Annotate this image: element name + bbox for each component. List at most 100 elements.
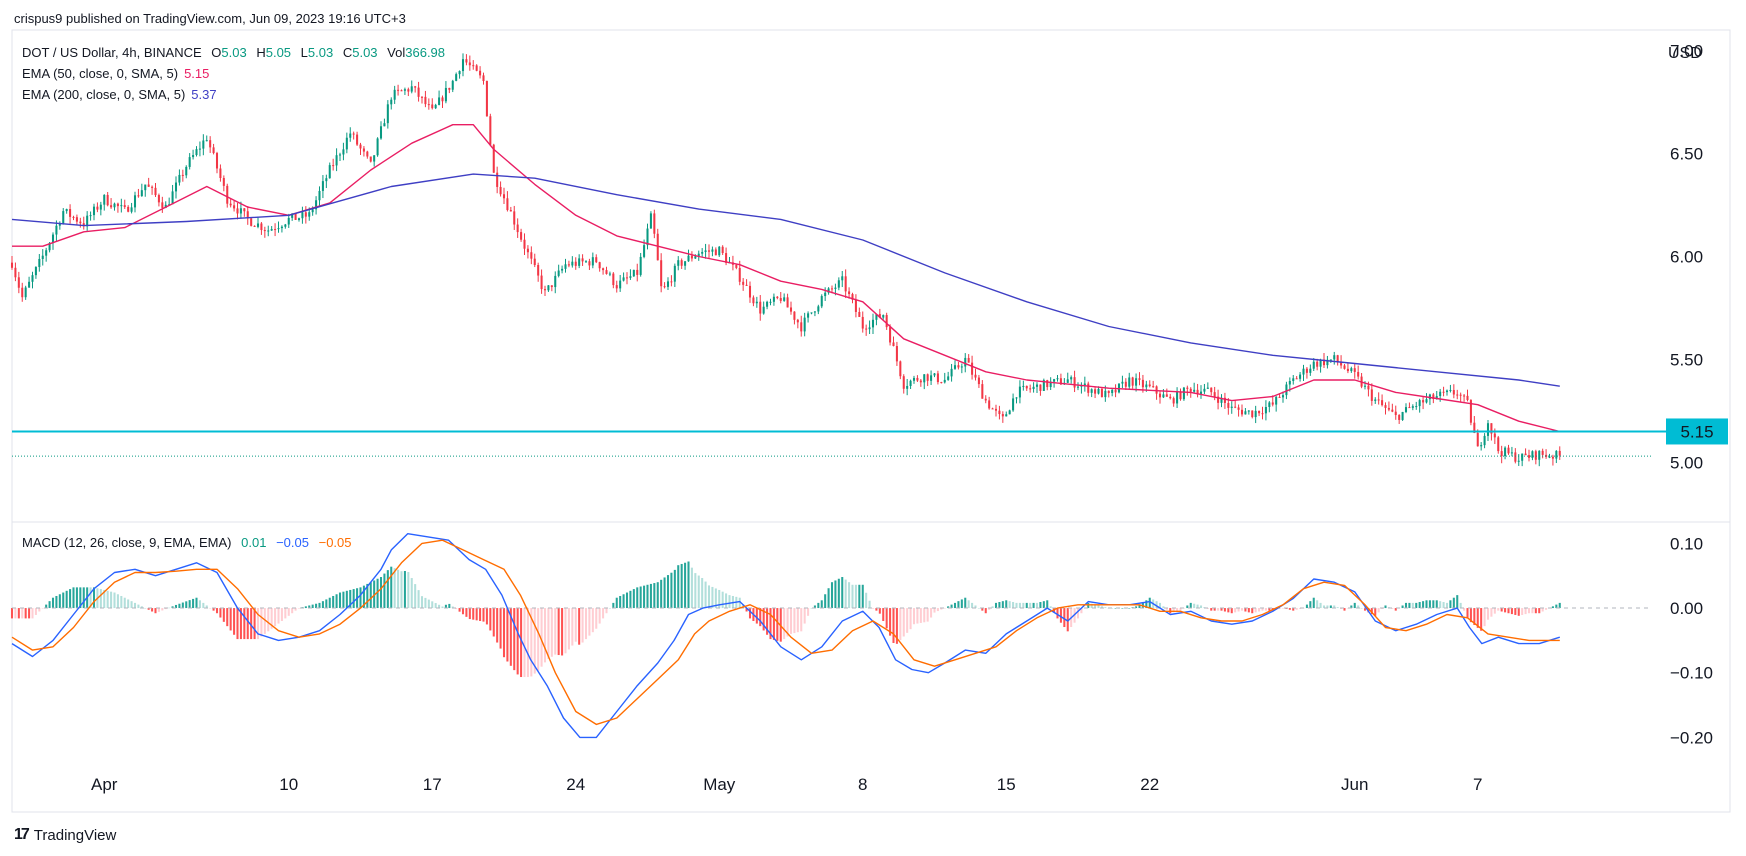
candle-body [1090, 389, 1093, 393]
candle-body [957, 365, 960, 368]
candle-body [848, 291, 851, 295]
macd-hist-bar [909, 608, 912, 630]
macd-hist-bar [953, 602, 957, 609]
macd-hist-bar [1459, 602, 1462, 609]
candle-body [103, 194, 106, 205]
candle-body [1374, 399, 1377, 401]
candle-body [748, 285, 752, 298]
macd-hist-bar [1452, 597, 1455, 609]
macd-hist-bar [1080, 608, 1083, 614]
macd-hist-bar [475, 608, 478, 621]
macd-hist-bar [1394, 608, 1397, 611]
macd-tick-label: −0.20 [1670, 728, 1713, 747]
macd-hist-bar [1428, 600, 1431, 609]
candle-body [513, 211, 516, 225]
macd-hist-bar [325, 599, 328, 609]
candle-body [294, 213, 297, 220]
macd-hist-bar [1022, 602, 1025, 609]
candle-body [608, 273, 611, 275]
macd-hist-bar [687, 561, 690, 609]
macd-hist-bar [605, 608, 608, 614]
macd-hist-bar [1357, 605, 1360, 609]
candle-body [482, 75, 485, 82]
candle-body [779, 298, 782, 301]
macd-hist-bar [328, 597, 331, 609]
macd-hist-bar [1377, 608, 1380, 613]
macd-hist-bar [410, 578, 413, 609]
candle-body [1056, 378, 1059, 380]
candle-body [304, 212, 307, 217]
macd-hist-bar [677, 565, 680, 609]
candle-body [540, 275, 543, 290]
candle-body [137, 195, 140, 197]
macd-hist-bar [342, 591, 345, 609]
time-tick-label: 24 [566, 775, 585, 794]
time-tick-label: Jun [1341, 775, 1368, 794]
candle-body [755, 301, 758, 304]
candle-body [297, 218, 301, 220]
candle-body [1070, 377, 1073, 380]
macd-hist-bar [1121, 608, 1124, 609]
macd-hist-bar [1445, 602, 1449, 609]
candle-body [229, 203, 232, 206]
macd-hist-bar [964, 597, 967, 609]
candle-body [1213, 392, 1216, 397]
candle-body [783, 297, 786, 301]
macd-hist-bar [1029, 602, 1032, 609]
macd-hist-bar [540, 608, 543, 667]
candle-body [636, 269, 639, 275]
macd-hist-bar [219, 608, 222, 618]
candle-body [1032, 386, 1035, 389]
macd-hist-bar [1268, 608, 1271, 611]
candle-body [243, 208, 246, 212]
macd-hist-bar [977, 608, 980, 609]
candle-body [690, 255, 693, 259]
candle-body [796, 319, 799, 323]
candle-body [140, 190, 143, 197]
candle-body [714, 249, 717, 256]
candle-body [588, 261, 591, 266]
candle-body [209, 140, 212, 148]
candle-body [332, 165, 335, 167]
candle-body [359, 144, 362, 149]
candle-body [287, 217, 290, 225]
candle-body [1404, 407, 1408, 412]
candle-body [800, 322, 803, 332]
macd-hist-bar [21, 608, 24, 619]
candle-body [1432, 394, 1435, 400]
macd-hist-bar [444, 604, 447, 609]
macd-hist-bar [140, 606, 143, 609]
candle-body [455, 74, 458, 81]
candle-body [509, 210, 512, 212]
macd-hist-bar [670, 572, 673, 609]
macd-hist-bar [646, 584, 649, 609]
macd-hist-bar [82, 587, 85, 609]
candle-body [591, 257, 594, 266]
macd-hist-bar [1370, 608, 1373, 615]
macd-hist-bar [1135, 606, 1138, 609]
candle-body [687, 255, 690, 262]
macd-hist-bar [988, 608, 991, 610]
macd-hist-bar [315, 603, 318, 609]
candle-body [1309, 368, 1312, 373]
candle-body [215, 153, 219, 169]
macd-hist-bar [1483, 608, 1486, 627]
tradingview-logo[interactable]: 17 TradingView [14, 826, 116, 844]
candle-body [424, 96, 427, 105]
macd-hist-bar [789, 608, 793, 634]
macd-hist-bar [414, 584, 417, 609]
candle-body [1059, 378, 1062, 385]
candle-body [1381, 400, 1384, 406]
candle-body [1534, 451, 1537, 460]
macd-hist-bar [629, 590, 632, 609]
macd-hist-bar [1234, 608, 1237, 613]
candle-body [417, 87, 420, 97]
macd-hist-bar [427, 599, 430, 609]
macd-hist-bar [1350, 605, 1353, 609]
macd-hist-bar [277, 608, 280, 624]
candle-body [1193, 389, 1196, 392]
macd-hist-bar [1059, 608, 1062, 623]
candle-body [1203, 388, 1206, 392]
